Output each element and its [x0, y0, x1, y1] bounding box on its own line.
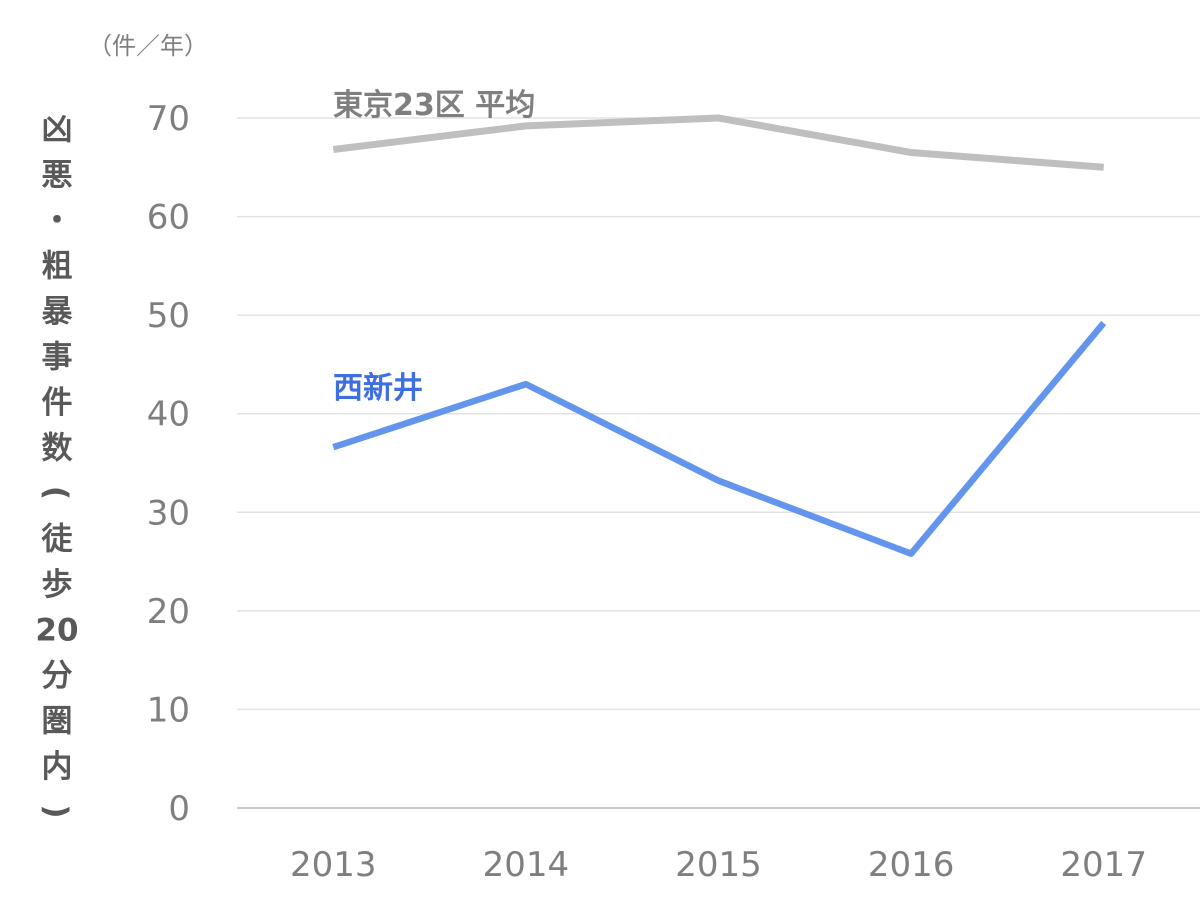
x-axis-ticks: 2013 2014 2015 2016 2017: [290, 845, 1147, 885]
y-axis-ticks: 0 10 20 30 40 50 60 70: [147, 99, 190, 829]
series-lines: [332, 114, 1107, 557]
x-tick-label: 2016: [868, 845, 955, 885]
x-tick-label: 2015: [675, 845, 762, 885]
unit-label: （件／年）: [88, 32, 208, 60]
x-tick-label: 2014: [483, 845, 570, 885]
y-title-char: 粗: [42, 249, 73, 285]
gridlines: [237, 117, 1200, 809]
x-tick-label: 2013: [290, 845, 377, 885]
x-tick-label: 2017: [1060, 845, 1147, 885]
y-title-char: 数: [42, 431, 73, 467]
y-title-char: ・: [42, 203, 73, 239]
series-label-0: 東京23区 平均: [333, 88, 535, 123]
y-title-char: 事: [42, 340, 73, 376]
series-label-1: 西新井: [333, 371, 423, 406]
y-tick-label: 30: [147, 493, 190, 533]
y-tick-label: 40: [147, 395, 190, 435]
y-tick-label: 0: [168, 789, 190, 829]
y-title-char: ): [38, 804, 74, 818]
y-title-char: 歩: [42, 567, 73, 603]
y-tick-label: 10: [147, 690, 190, 730]
y-title-char: 分: [42, 658, 73, 694]
y-title-char: 件: [42, 385, 73, 421]
y-tick-label: 70: [147, 99, 190, 139]
y-title-char: 20: [35, 613, 78, 649]
y-title-char: 暴: [42, 294, 73, 330]
y-tick-label: 20: [147, 592, 190, 632]
y-title-char: 圏: [42, 704, 73, 740]
y-title-char: 内: [42, 749, 73, 785]
y-tick-label: 60: [147, 198, 190, 238]
y-title-char: (: [38, 486, 74, 500]
y-tick-label: 50: [147, 296, 190, 336]
series-line-1: [332, 320, 1107, 557]
y-title-char: 凶: [42, 112, 73, 148]
series-line-0: [332, 114, 1104, 171]
y-title-char: 徒: [41, 522, 74, 558]
y-title-char: 悪: [42, 158, 73, 194]
